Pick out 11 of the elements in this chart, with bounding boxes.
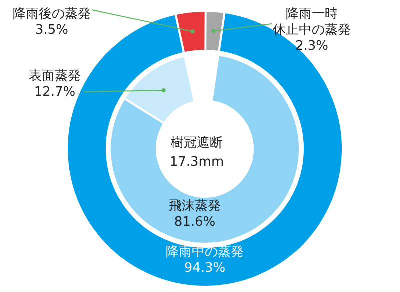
data-label: 3.5%	[35, 23, 69, 38]
data-label: 94.3%	[184, 261, 226, 276]
slice-label: 表面蒸発	[29, 69, 81, 84]
data-label: 2.3%	[295, 39, 329, 54]
slice-label: 飛沫蒸発	[169, 199, 221, 214]
text: 樹冠遮断	[171, 136, 223, 151]
text: 17.3mm	[170, 155, 224, 170]
data-label: 81.6%	[174, 215, 216, 230]
slice-label: 降雨一時休止中の蒸発	[273, 7, 351, 38]
slice-label: 降雨後の蒸発	[13, 7, 91, 22]
data-label: 12.7%	[34, 85, 76, 100]
